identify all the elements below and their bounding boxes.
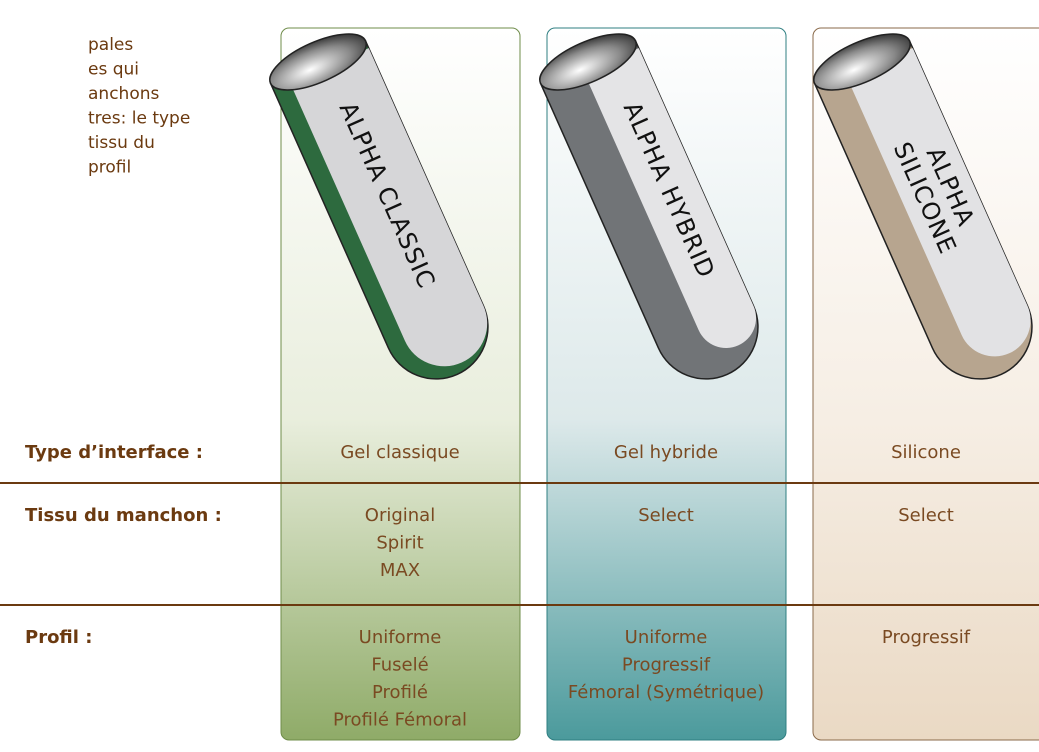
cell-text: Profilé (372, 682, 428, 703)
cell-text: Fémoral (Symétrique) (568, 682, 764, 703)
cell-text: Gel classique (340, 442, 459, 463)
cell-text: Fuselé (371, 655, 428, 676)
tube-opening (813, 33, 911, 91)
tube-label (583, 48, 757, 348)
intro-text: profil (88, 158, 131, 178)
row-label: Profil : (25, 627, 92, 648)
intro-text: anchons (88, 84, 159, 104)
cell-text: Original (365, 505, 435, 526)
intro-text: tissu du (88, 133, 155, 153)
intro-text: tres: le type (88, 109, 190, 129)
cell-text: Uniforme (359, 627, 442, 648)
cell-text: Progressif (882, 627, 971, 648)
cell-text: MAX (380, 560, 420, 581)
intro-text: pales (88, 35, 133, 55)
cell-text: Silicone (891, 442, 961, 463)
product-tube: ALPHA CLASSIC (269, 33, 489, 380)
tube-opening (539, 33, 637, 91)
row-label: Tissu du manchon : (25, 505, 222, 526)
cell-text: Spirit (376, 533, 423, 554)
tube-label (846, 48, 1031, 357)
row-label: Type d’interface : (25, 442, 203, 463)
cell-text: Progressif (622, 655, 711, 676)
tube-label (290, 48, 488, 367)
cell-text: Select (898, 505, 954, 526)
cell-text: Select (638, 505, 694, 526)
intro-text: es qui (88, 60, 139, 80)
cell-text: Gel hybride (614, 442, 718, 463)
tube-opening (269, 33, 367, 91)
cell-text: Uniforme (625, 627, 708, 648)
cell-text: Profilé Fémoral (333, 710, 467, 731)
